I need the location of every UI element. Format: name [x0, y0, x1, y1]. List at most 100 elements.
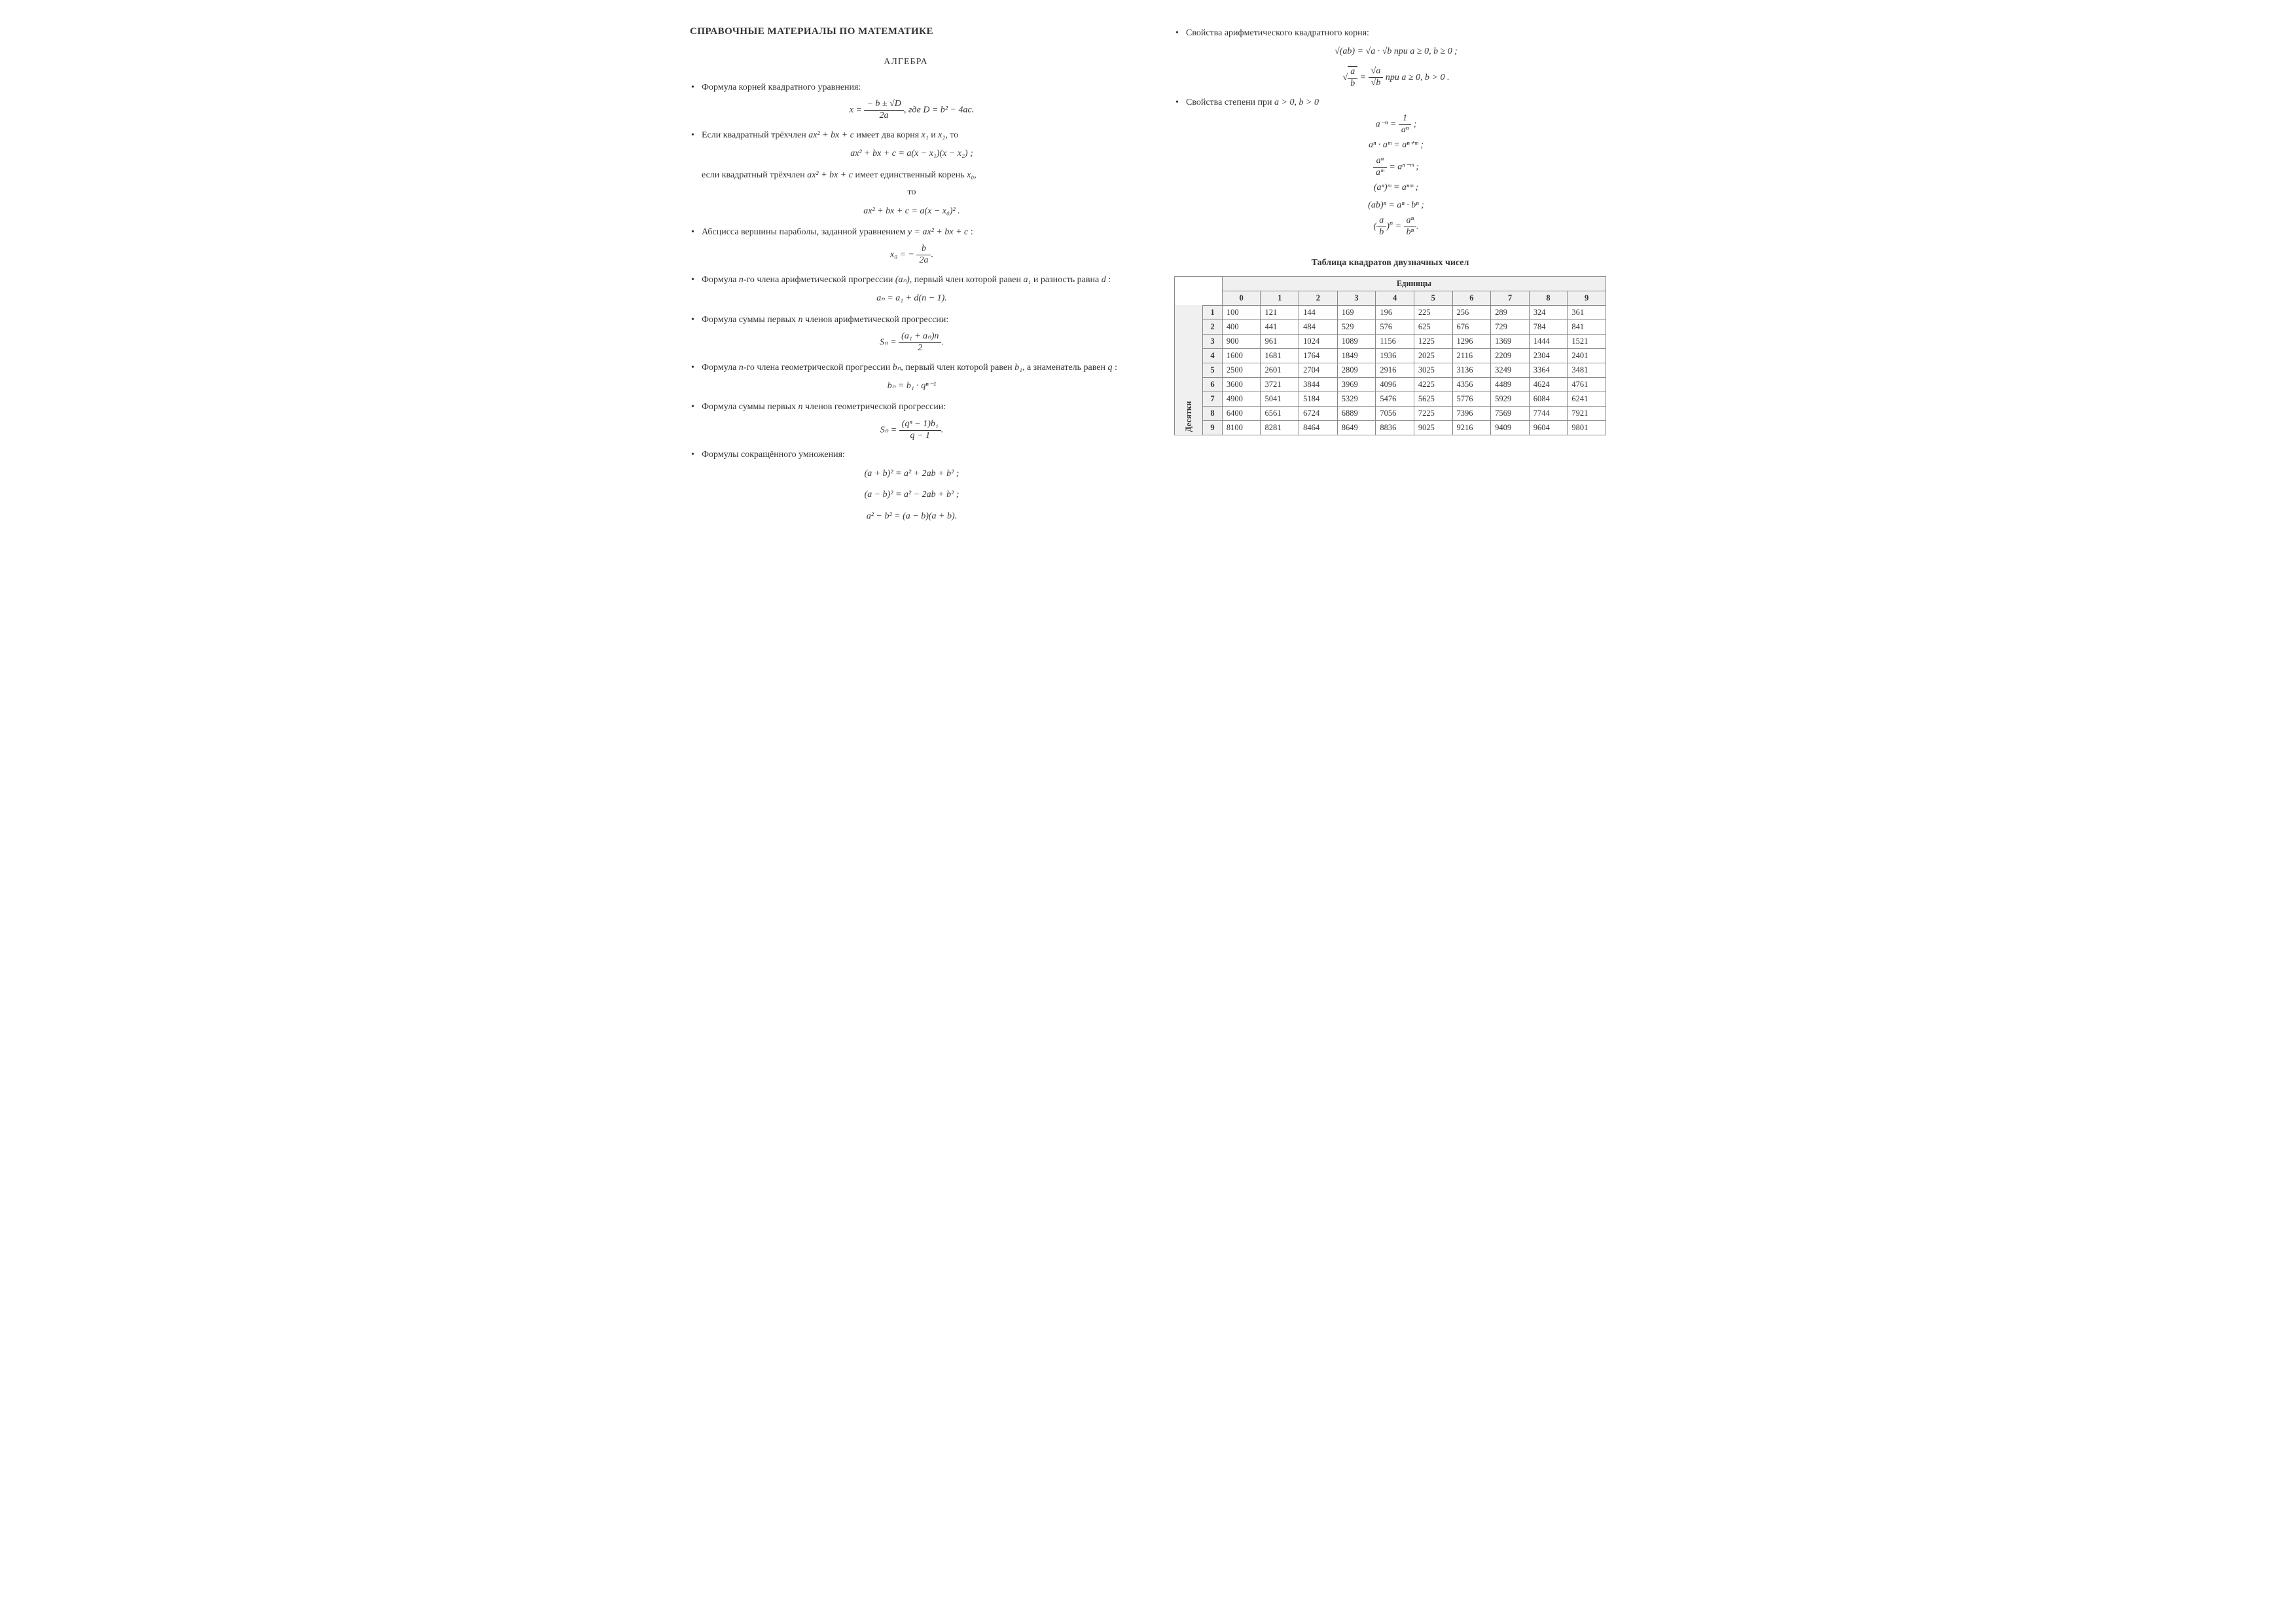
cell: 8281 [1261, 420, 1299, 435]
cell: 1444 [1529, 334, 1568, 348]
cell: 1296 [1452, 334, 1491, 348]
cell: 1225 [1414, 334, 1452, 348]
bullet-arith-nth: Формула n-го члена арифметической прогре… [690, 273, 1122, 306]
cell: 625 [1414, 319, 1452, 334]
cell: 1849 [1337, 348, 1376, 363]
cell: 1369 [1491, 334, 1530, 348]
bullet-geom-sum: Формула суммы первых n членов геометриче… [690, 400, 1122, 441]
cell: 8464 [1299, 420, 1338, 435]
col-header: 5 [1414, 291, 1452, 305]
cell: 256 [1452, 305, 1491, 319]
cell: 7921 [1568, 406, 1606, 420]
cell: 2209 [1491, 348, 1530, 363]
cell: 6889 [1337, 406, 1376, 420]
cell: 3721 [1261, 377, 1299, 392]
bullet-power-props: Свойства степени при a > 0, b > 0 a⁻ⁿ = … [1174, 96, 1606, 238]
row-header: 3 [1203, 334, 1223, 348]
cell: 676 [1452, 319, 1491, 334]
cell: 324 [1529, 305, 1568, 319]
cell: 576 [1376, 319, 1414, 334]
units-header: Единицы [1222, 276, 1605, 291]
cell: 4624 [1529, 377, 1568, 392]
col-header: 7 [1491, 291, 1530, 305]
table-row: 9810082818464864988369025921694099604980… [1175, 420, 1606, 435]
squares-thead: Единицы 0123456789 [1175, 276, 1606, 305]
cell: 121 [1261, 305, 1299, 319]
cell: 3481 [1568, 363, 1606, 377]
bullet-quadratic: Формула корней квадратного уравнения: x … [690, 81, 1122, 122]
cell: 1681 [1261, 348, 1299, 363]
cell: 6241 [1568, 392, 1606, 406]
formula-arith-nth: aₙ = a₁ + d(n − 1). [702, 291, 1122, 306]
cell: 2025 [1414, 348, 1452, 363]
right-column: Свойства арифметического квадратного кор… [1174, 26, 1606, 530]
cell: 2401 [1568, 348, 1606, 363]
cell: 9604 [1529, 420, 1568, 435]
table-row: 5250026012704280929163025313632493364348… [1175, 363, 1606, 377]
section-title: АЛГЕБРА [690, 57, 1122, 67]
right-bullet-list: Свойства арифметического квадратного кор… [1174, 26, 1606, 238]
formula-short2: (a − b)² = a² − 2ab + b² ; [702, 488, 1122, 502]
cell: 441 [1261, 319, 1299, 334]
cell: 196 [1376, 305, 1414, 319]
cell: 961 [1261, 334, 1299, 348]
left-bullet-list: Формула корней квадратного уравнения: x … [690, 81, 1122, 162]
cell: 9409 [1491, 420, 1530, 435]
squares-table-title: Таблица квадратов двузначных чисел [1174, 258, 1606, 268]
cell: 2916 [1376, 363, 1414, 377]
cell: 361 [1568, 305, 1606, 319]
cell: 6561 [1261, 406, 1299, 420]
cell: 484 [1299, 319, 1338, 334]
formula-sqrt-quot: √ a b = √a √b при a ≥ 0, b > 0 . [1186, 66, 1606, 90]
cell: 2500 [1222, 363, 1261, 377]
formula-geom-sum: Sₙ = (qⁿ − 1)b₁ q − 1 . [702, 419, 1122, 442]
row-header: 6 [1203, 377, 1223, 392]
continuation-single-root: если квадратный трёхчлен ax² + bx + c им… [690, 168, 1122, 219]
cell: 1521 [1568, 334, 1606, 348]
formula-quadratic: x = − b ± √D 2a , где D = b² − 4ac. [702, 99, 1122, 122]
cell: 100 [1222, 305, 1261, 319]
cell: 5625 [1414, 392, 1452, 406]
col-header: 9 [1568, 291, 1606, 305]
page: СПРАВОЧНЫЕ МАТЕРИАЛЫ ПО МАТЕМАТИКЕ АЛГЕБ… [690, 26, 1606, 530]
cell: 3364 [1529, 363, 1568, 377]
main-title: СПРАВОЧНЫЕ МАТЕРИАЛЫ ПО МАТЕМАТИКЕ [690, 26, 1122, 37]
cell: 7744 [1529, 406, 1568, 420]
cell: 3249 [1491, 363, 1530, 377]
table-row: 6360037213844396940964225435644894624476… [1175, 377, 1606, 392]
table-row: 8640065616724688970567225739675697744792… [1175, 406, 1606, 420]
formula-short1: (a + b)² = a² + 2ab + b² ; [702, 467, 1122, 481]
col-header: 3 [1337, 291, 1376, 305]
bullet-sqrt-props: Свойства арифметического квадратного кор… [1174, 26, 1606, 89]
cell: 2809 [1337, 363, 1376, 377]
cell: 4096 [1376, 377, 1414, 392]
cell: 6084 [1529, 392, 1568, 406]
cell: 1089 [1337, 334, 1376, 348]
cell: 3600 [1222, 377, 1261, 392]
table-row: 7490050415184532954765625577659296084624… [1175, 392, 1606, 406]
corner-cell [1175, 276, 1223, 305]
col-header: 2 [1299, 291, 1338, 305]
cell: 289 [1491, 305, 1530, 319]
cell: 5776 [1452, 392, 1491, 406]
bullet-arith-sum: Формула суммы первых n членов арифметиче… [690, 313, 1122, 354]
col-headers-row: 0123456789 [1175, 291, 1606, 305]
cell: 2601 [1261, 363, 1299, 377]
row-header: 1 [1203, 305, 1223, 319]
cell: 4489 [1491, 377, 1530, 392]
row-header: 8 [1203, 406, 1223, 420]
cell: 225 [1414, 305, 1452, 319]
cell: 529 [1337, 319, 1376, 334]
cell: 400 [1222, 319, 1261, 334]
cell: 2704 [1299, 363, 1338, 377]
table-row: 4160016811764184919362025211622092304240… [1175, 348, 1606, 363]
cell: 1600 [1222, 348, 1261, 363]
cell: 144 [1299, 305, 1338, 319]
formula-short3: a² − b² = (a − b)(a + b). [702, 509, 1122, 524]
formula-arith-sum: Sₙ = (a₁ + aₙ)n 2 . [702, 331, 1122, 354]
cell: 4225 [1414, 377, 1452, 392]
bullet-vertex: Абсцисса вершины параболы, заданной урав… [690, 225, 1122, 266]
cell: 3844 [1299, 377, 1338, 392]
cell: 9025 [1414, 420, 1452, 435]
formula-sqrt-prod: √(ab) = √a · √b при a ≥ 0, b ≥ 0 ; [1186, 45, 1606, 59]
